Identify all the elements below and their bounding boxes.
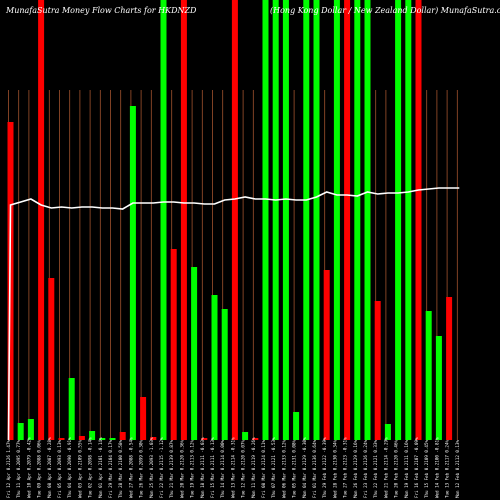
bar	[201, 438, 208, 440]
bar	[446, 297, 453, 440]
x-tick-label: Fri 01 Mar 0.2136 0.64%	[312, 440, 317, 498]
bar	[170, 249, 177, 440]
x-tick-label: Mon 01 Apr 0.2101 -0.14%	[98, 437, 103, 498]
x-tick-label: Mon 11 Mar 0.2119 -0.26%	[251, 437, 256, 498]
x-tick-label: Mon 12 Feb 0.2112 0.13%	[455, 440, 460, 498]
x-tick-label: Thu 07 Mar 0.2121 -0.53%	[271, 437, 276, 498]
bar	[68, 378, 75, 440]
bar	[242, 432, 249, 440]
bar	[119, 432, 126, 440]
bar	[48, 278, 55, 440]
bar	[344, 0, 351, 440]
bar	[89, 431, 96, 440]
x-tick-label: Wed 27 Mar 0.2088 -0.54%	[128, 437, 133, 498]
x-tick-label: Wed 20 Mar 0.2120 0.36%	[179, 440, 184, 498]
money-flow-line	[7, 187, 460, 441]
x-tick-label: Wed 06 Mar 0.2133 0.12%	[281, 440, 286, 498]
x-tick-label: Mon 25 Mar 0.2093 -1.03%	[149, 437, 154, 498]
bar	[293, 412, 300, 440]
x-tick-label: Thu 04 Apr 0.2090 -0.91%	[67, 437, 72, 498]
bar	[272, 0, 279, 440]
x-tick-labels: Fri 12 Apr 0.2126 1.47% Thu 11 Apr 0.2095…	[6, 437, 460, 498]
x-tick-label: Thu 28 Mar 0.2100 0.58%	[118, 440, 123, 498]
bar	[252, 438, 259, 440]
x-tick-label: Thu 15 Feb 0.2109 0.45%	[424, 440, 429, 498]
bar	[323, 270, 330, 440]
bar	[313, 0, 320, 440]
bar	[303, 0, 310, 440]
bar	[17, 423, 24, 440]
x-tick-label: Mon 18 Mar 0.2111 -0.03%	[200, 437, 205, 498]
x-tick-label: Tue 20 Feb 0.2120 0.46%	[394, 440, 399, 498]
bar	[78, 436, 85, 440]
bar	[415, 0, 422, 440]
bar	[425, 311, 432, 440]
bar	[405, 0, 412, 440]
x-tick-label: Tue 27 Feb 0.2123 -0.31%	[343, 437, 348, 498]
x-tick-label: Mon 08 Apr 0.2087 -0.28%	[47, 437, 52, 498]
bar	[38, 0, 45, 440]
bar	[384, 424, 391, 440]
x-tick-label: Mon 19 Feb 0.2111 0.16%	[404, 440, 409, 498]
bar	[109, 438, 116, 440]
bar	[58, 438, 65, 440]
x-tick-label: Tue 26 Mar 0.2099 0.30%	[139, 440, 144, 498]
bar	[374, 301, 381, 440]
x-tick-label: Fri 05 Apr 0.2093 0.13%	[57, 440, 62, 498]
bar	[191, 267, 198, 440]
x-tick-label: Wed 13 Mar 0.2114 -0.31%	[230, 437, 235, 498]
bar	[364, 0, 371, 440]
x-tick-label: Fri 23 Feb 0.2126 0.24%	[363, 440, 368, 498]
x-tick-label: Thu 29 Feb 0.2122 -0.39%	[322, 437, 327, 498]
x-tick-label: Fri 22 Mar 0.2115 -1.12%	[159, 437, 164, 498]
bar	[262, 0, 269, 440]
bar	[395, 0, 402, 440]
x-tick-label: Tue 02 Apr 0.2098 -0.14%	[88, 437, 93, 498]
x-tick-label: Wed 03 Apr 0.2109 0.55%	[77, 440, 82, 498]
x-tick-label: Thu 11 Apr 0.2095 0.77%	[16, 440, 21, 498]
bar	[99, 438, 106, 440]
x-tick-label: Tue 19 Mar 0.2113 0.12%	[190, 440, 195, 498]
x-tick-label: Fri 16 Feb 0.2107 -0.09%	[414, 437, 419, 498]
x-tick-label: Wed 21 Feb 0.2114 -0.29%	[383, 437, 388, 498]
x-tick-label: Wed 10 Apr 0.2079 -0.42%	[26, 437, 31, 498]
x-tick-label: Thu 21 Mar 0.2139 0.87%	[169, 440, 174, 498]
x-tick-label: Fri 29 Mar 0.2104 0.17%	[108, 440, 113, 498]
x-tick-label: Mon 26 Feb 0.2129 0.16%	[353, 440, 358, 498]
bar	[282, 0, 289, 440]
x-tick-label: Fri 15 Mar 0.2111 -0.13%	[210, 437, 215, 498]
x-tick-label: Mon 04 Mar 0.2129 -0.30%	[302, 437, 307, 498]
chart-title-right: (Hong Kong Dollar / New Zealand Dollar) …	[270, 6, 500, 15]
x-tick-label: Tue 09 Apr 0.2088 0.06%	[37, 440, 42, 498]
bar	[160, 0, 167, 440]
bar	[211, 295, 218, 440]
bar	[140, 397, 147, 440]
x-tick-label: Tue 12 Mar 0.2120 0.07%	[241, 440, 246, 498]
x-tick-label: Wed 14 Feb 0.2100 -0.81%	[434, 437, 439, 498]
bar	[231, 0, 238, 440]
x-tick-label: Fri 12 Apr 0.2126 1.47%	[6, 440, 11, 498]
bar	[333, 0, 340, 440]
bar	[221, 309, 228, 440]
x-tick-label: Thu 14 Mar 0.2114 0.00%	[220, 440, 225, 498]
bar	[354, 0, 361, 440]
bar	[129, 106, 136, 440]
chart-title-left: MunafaSutra Money Flow Charts for HKDNZD	[5, 6, 197, 15]
bar	[150, 437, 157, 440]
x-tick-label: Tue 05 Mar 0.2131 0.08%	[292, 440, 297, 498]
bar	[180, 0, 187, 440]
x-tick-label: Wed 28 Feb 0.2130 0.34%	[332, 440, 337, 498]
x-tick-label: Tue 13 Feb 0.2117 0.24%	[445, 440, 450, 498]
x-tick-label: Thu 22 Feb 0.2121 0.33%	[373, 440, 378, 498]
bar	[435, 336, 442, 440]
x-tick-label: Fri 08 Mar 0.2124 0.11%	[261, 440, 266, 498]
bar	[27, 419, 34, 440]
